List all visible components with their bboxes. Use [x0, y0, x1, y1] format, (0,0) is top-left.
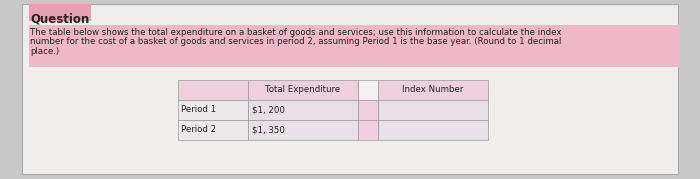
Text: Question: Question: [30, 13, 90, 26]
Bar: [378, 120, 488, 140]
Bar: [248, 100, 358, 120]
Bar: [358, 120, 378, 140]
Bar: [29, 4, 91, 21]
Bar: [29, 25, 680, 67]
Text: Period 1: Period 1: [181, 105, 216, 115]
Bar: [178, 80, 248, 100]
Text: Period 2: Period 2: [181, 125, 216, 134]
Text: number for the cost of a basket of goods and services in period 2, assuming Peri: number for the cost of a basket of goods…: [30, 37, 561, 47]
Bar: [378, 80, 488, 100]
Text: The table below shows the total expenditure on a basket of goods and services; u: The table below shows the total expendit…: [30, 28, 561, 37]
Bar: [378, 100, 488, 120]
Bar: [358, 80, 378, 100]
Text: $1, 350: $1, 350: [252, 125, 285, 134]
Bar: [178, 100, 248, 120]
Text: Index Number: Index Number: [402, 86, 463, 95]
Text: place.): place.): [30, 47, 59, 56]
Bar: [178, 120, 248, 140]
Bar: [248, 120, 358, 140]
Text: $1, 200: $1, 200: [252, 105, 285, 115]
Bar: [248, 80, 358, 100]
Bar: [358, 100, 378, 120]
Text: Total Expenditure: Total Expenditure: [265, 86, 341, 95]
